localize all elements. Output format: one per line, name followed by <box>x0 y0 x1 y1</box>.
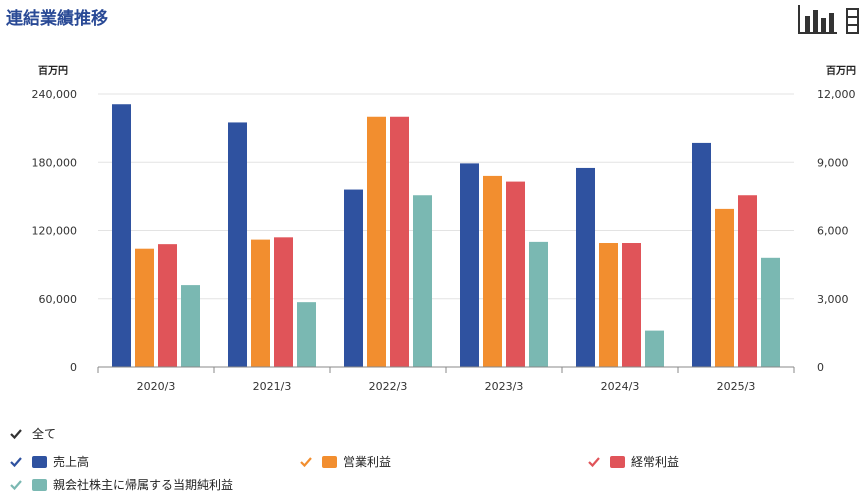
legend-all-label: 全て <box>32 427 57 441</box>
right-tick-label: 3,000 <box>817 293 849 306</box>
x-tick-label: 2023/3 <box>485 380 524 393</box>
legend-item-operating-income[interactable]: 営業利益 <box>300 453 391 470</box>
legend-swatch <box>322 455 337 468</box>
x-tick-label: 2024/3 <box>601 380 640 393</box>
check-icon <box>300 456 312 467</box>
right-tick-label: 0 <box>817 361 824 374</box>
bar[interactable] <box>181 285 200 367</box>
bar[interactable] <box>460 163 479 367</box>
bar[interactable] <box>413 195 432 367</box>
bar[interactable] <box>158 244 177 367</box>
legend-label: 経常利益 <box>631 455 680 469</box>
bar[interactable] <box>599 243 618 367</box>
bar[interactable] <box>367 116 386 367</box>
x-tick-label: 2022/3 <box>369 380 408 393</box>
bar[interactable] <box>228 122 247 367</box>
check-icon <box>588 456 600 467</box>
legend-item-ordinary-income[interactable]: 経常利益 <box>588 453 679 470</box>
bar-chart: 百万円 百万円 240,000 180,000 120,000 60,000 0 12,… <box>32 65 857 393</box>
chart-title: 連結業績推移 <box>6 9 108 29</box>
check-icon <box>10 456 22 467</box>
right-tick-label: 12,000 <box>817 88 856 101</box>
left-tick-label: 240,000 <box>32 88 78 101</box>
bar[interactable] <box>390 116 409 367</box>
check-icon <box>10 479 22 490</box>
legend-item-sales[interactable]: 売上高 <box>10 453 89 470</box>
table-icon[interactable] <box>846 8 859 34</box>
legend-all-toggle[interactable]: 全て <box>10 425 56 442</box>
left-tick-label: 60,000 <box>39 293 78 306</box>
legend-label: 売上高 <box>53 455 90 469</box>
legend-item-net-income[interactable]: 親会社株主に帰属する当期純利益 <box>10 476 233 493</box>
bar[interactable] <box>529 241 548 367</box>
right-tick-label: 6,000 <box>817 225 849 238</box>
legend-label: 親会社株主に帰属する当期純利益 <box>53 478 234 492</box>
bar[interactable] <box>761 257 780 367</box>
bar[interactable] <box>112 104 131 368</box>
bar[interactable] <box>274 237 293 367</box>
bar[interactable] <box>692 142 711 367</box>
left-axis-unit: 百万円 <box>38 65 68 77</box>
left-tick-label: 180,000 <box>32 156 78 169</box>
bar[interactable] <box>344 189 363 367</box>
bar[interactable] <box>506 181 525 367</box>
check-icon <box>10 428 22 439</box>
right-axis-unit: 百万円 <box>826 65 856 77</box>
x-tick-label: 2025/3 <box>717 380 756 393</box>
bar[interactable] <box>715 208 734 367</box>
left-tick-label: 0 <box>70 361 77 374</box>
x-tick-label: 2021/3 <box>253 380 292 393</box>
right-tick-label: 9,000 <box>817 156 849 169</box>
bar[interactable] <box>645 330 664 367</box>
bar[interactable] <box>738 195 757 367</box>
bar[interactable] <box>297 302 316 367</box>
legend-swatch <box>610 455 625 468</box>
left-tick-label: 120,000 <box>32 225 78 238</box>
bar[interactable] <box>135 248 154 367</box>
legend-swatch <box>32 478 47 491</box>
bar[interactable] <box>576 167 595 367</box>
bar[interactable] <box>483 175 502 367</box>
bar-chart-icon[interactable] <box>797 4 839 36</box>
legend-label: 営業利益 <box>343 455 392 469</box>
x-tick-label: 2020/3 <box>137 380 176 393</box>
bar[interactable] <box>622 243 641 367</box>
legend-swatch <box>32 455 47 468</box>
bar[interactable] <box>251 239 270 367</box>
